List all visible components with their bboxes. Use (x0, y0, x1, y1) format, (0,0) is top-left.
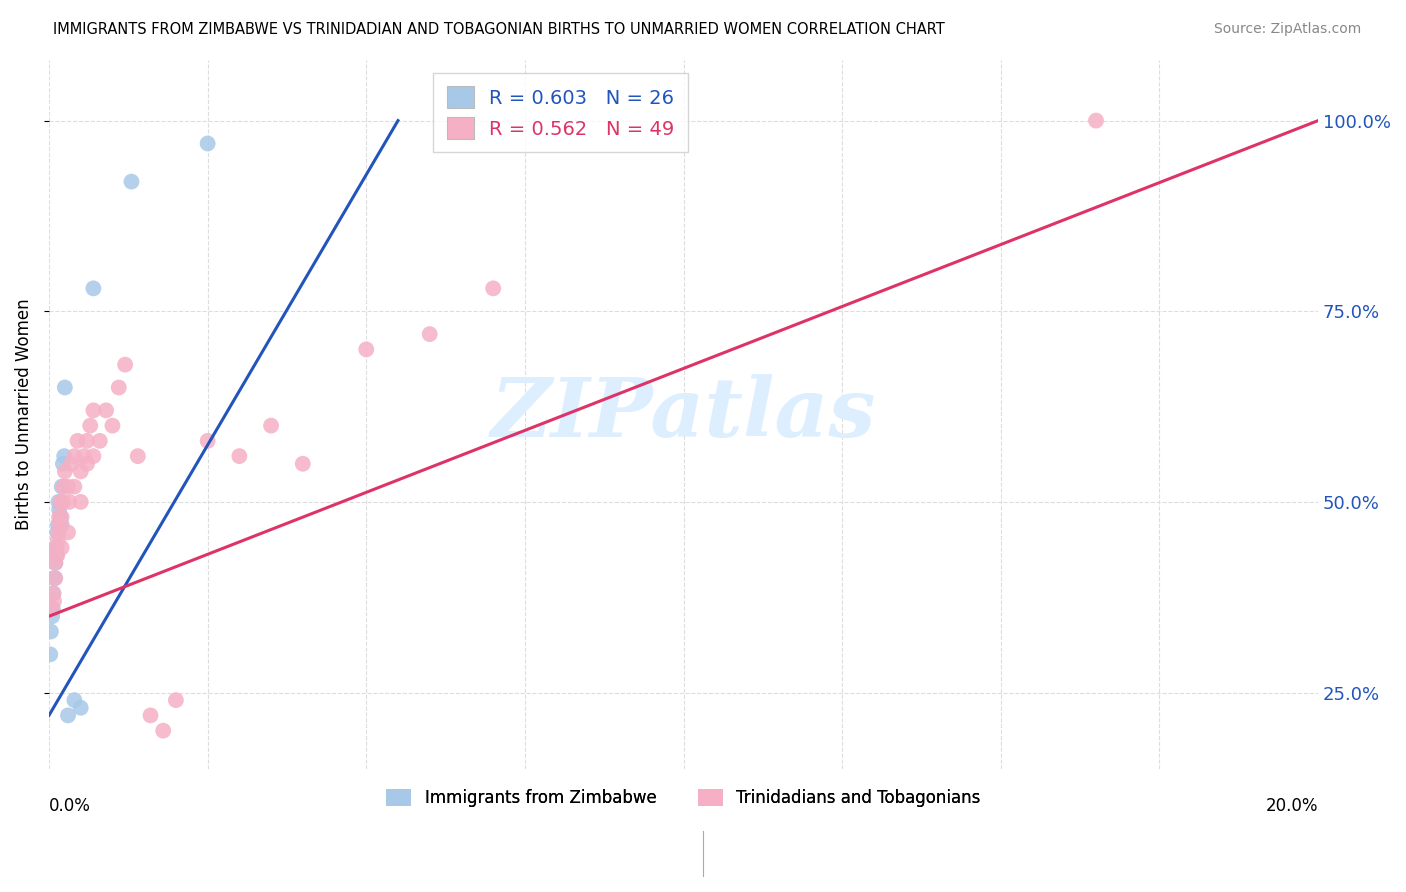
Point (66, 434, 89, 448)
Point (139, 708, 162, 723)
Point (53, 449, 76, 463)
Point (228, 449, 250, 463)
Point (48, 525, 70, 540)
Point (51, 510, 73, 524)
Point (69, 464, 91, 478)
Point (291, 457, 314, 471)
Point (42, 601, 65, 615)
Point (60, 457, 83, 471)
Point (63, 449, 86, 463)
Point (52, 480, 75, 494)
Point (482, 281, 505, 295)
Point (49, 495, 72, 509)
Text: Source: ZipAtlas.com: Source: ZipAtlas.com (1213, 22, 1361, 37)
Point (42, 586, 65, 600)
Point (39, 648, 62, 662)
Point (46, 525, 69, 540)
Point (82, 281, 104, 295)
Point (41, 601, 63, 615)
Point (51, 480, 73, 494)
Point (52, 495, 75, 509)
Point (260, 418, 283, 433)
Point (63, 693, 86, 707)
Point (51, 517, 73, 532)
Point (44, 571, 66, 585)
Point (45, 548, 67, 562)
Point (58, 495, 80, 509)
Point (356, 343, 378, 357)
Point (48, 495, 70, 509)
Point (69, 700, 91, 714)
Point (52, 457, 75, 471)
Point (53, 464, 76, 478)
Point (51, 541, 73, 555)
Point (46, 517, 69, 532)
Point (152, 723, 174, 738)
Point (44, 556, 66, 570)
Text: 20.0%: 20.0% (1265, 797, 1319, 814)
Point (45, 541, 67, 555)
Point (42, 571, 65, 585)
Point (73, 449, 96, 463)
Point (82, 403, 104, 417)
Point (82, 449, 104, 463)
Point (197, 434, 219, 448)
Y-axis label: Births to Unmarried Women: Births to Unmarried Women (15, 299, 32, 530)
Point (127, 449, 149, 463)
Point (48, 510, 70, 524)
Point (39, 624, 62, 639)
Point (49, 517, 72, 532)
Point (53, 380, 76, 394)
Point (114, 358, 136, 372)
Point (1085, 113, 1108, 128)
Point (101, 418, 124, 433)
Point (419, 327, 441, 342)
Point (41, 609, 63, 624)
Point (44, 571, 66, 585)
Point (46, 548, 69, 562)
Point (69, 495, 91, 509)
Point (42, 594, 65, 608)
Text: ZIPatlas: ZIPatlas (491, 374, 876, 454)
Point (56, 525, 79, 540)
Text: IMMIGRANTS FROM ZIMBABWE VS TRINIDADIAN AND TOBAGONIAN BIRTHS TO UNMARRIED WOMEN: IMMIGRANTS FROM ZIMBABWE VS TRINIDADIAN … (53, 22, 945, 37)
Point (44, 556, 66, 570)
Point (49, 510, 72, 524)
Point (76, 434, 98, 448)
Point (165, 693, 187, 707)
Point (46, 533, 69, 547)
Point (197, 136, 219, 151)
Point (63, 480, 86, 494)
Point (107, 380, 129, 394)
Point (56, 708, 79, 723)
Point (45, 541, 67, 555)
Text: 0.0%: 0.0% (49, 797, 91, 814)
Point (89, 434, 111, 448)
Point (48, 502, 70, 516)
Point (94, 403, 117, 417)
Point (76, 457, 98, 471)
Point (56, 480, 79, 494)
Point (121, 175, 143, 189)
Point (42, 586, 65, 600)
Legend: Immigrants from Zimbabwe, Trinidadians and Tobagonians: Immigrants from Zimbabwe, Trinidadians a… (380, 782, 987, 814)
Point (79, 418, 101, 433)
